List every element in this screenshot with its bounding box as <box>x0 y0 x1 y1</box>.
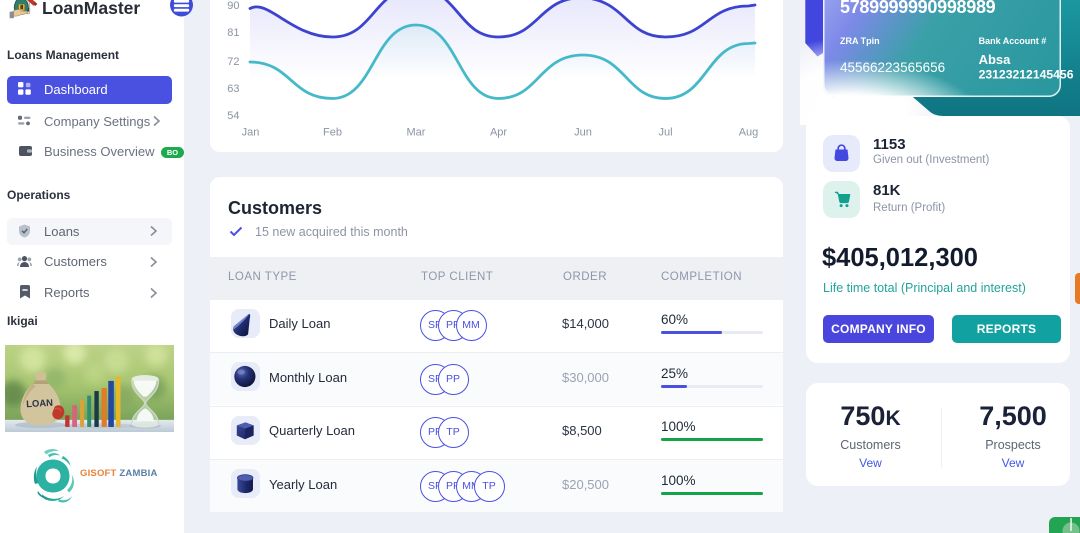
svg-text:23123212145456: 23123212145456 <box>979 68 1074 82</box>
svg-text:72: 72 <box>227 56 239 68</box>
svg-text:Bank Account #: Bank Account # <box>979 36 1047 46</box>
svg-text:Absa: Absa <box>979 52 1012 67</box>
svg-text:81: 81 <box>227 27 239 39</box>
svg-text:90: 90 <box>227 0 239 12</box>
svg-text:LOAN: LOAN <box>26 397 53 410</box>
svg-text:63: 63 <box>227 83 239 95</box>
svg-text:Jul: Jul <box>658 127 672 139</box>
svg-text:Apr: Apr <box>490 127 507 139</box>
svg-text:Jun: Jun <box>574 127 592 139</box>
svg-text:45566223565656: 45566223565656 <box>840 60 945 75</box>
svg-text:5789999990998989: 5789999990998989 <box>840 0 996 17</box>
svg-text:Jan: Jan <box>242 127 260 139</box>
svg-text:ZRA Tpin: ZRA Tpin <box>840 36 880 46</box>
svg-text:Aug: Aug <box>739 127 759 139</box>
svg-text:Feb: Feb <box>323 127 342 139</box>
svg-text:54: 54 <box>227 110 239 122</box>
svg-text:Mar: Mar <box>407 127 426 139</box>
